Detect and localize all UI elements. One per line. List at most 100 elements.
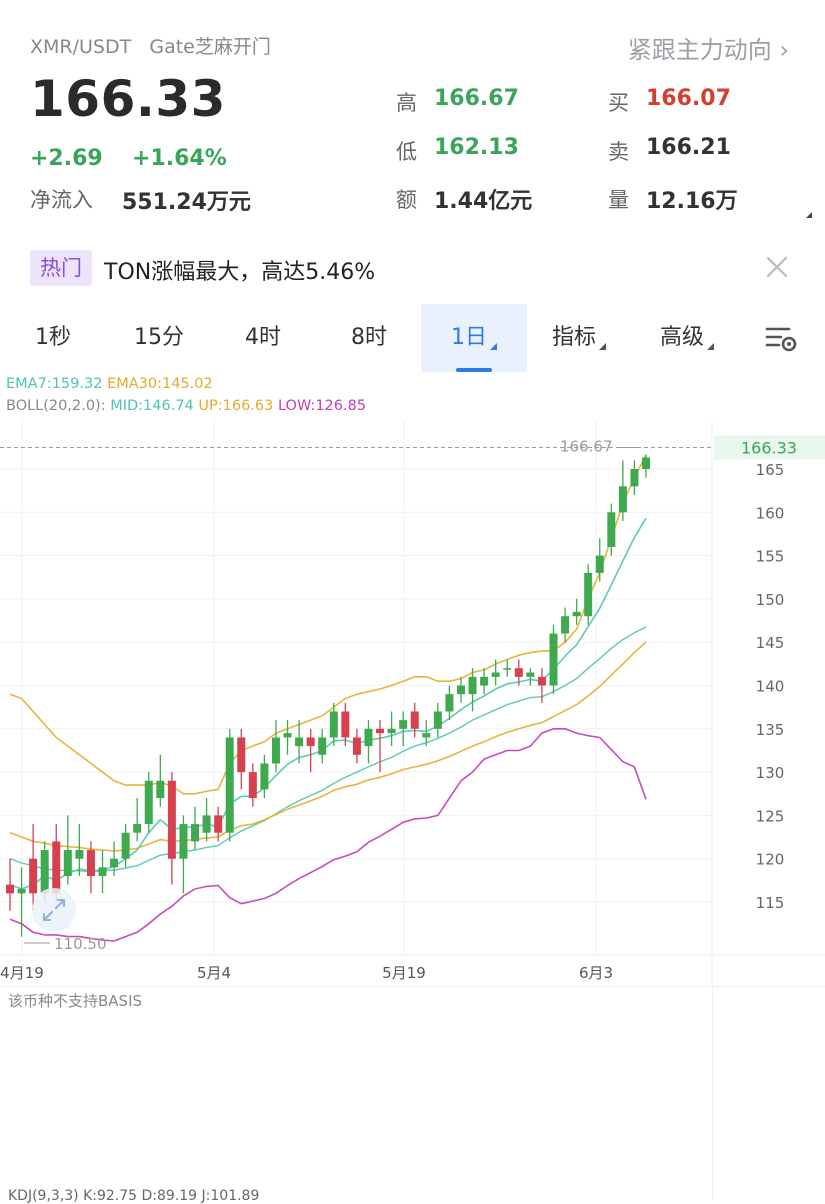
- low-label: 低: [396, 140, 417, 164]
- sell-label: 卖: [608, 140, 629, 164]
- candle-body: [642, 457, 650, 469]
- candle-body: [410, 711, 419, 729]
- basis-note: 该币种不支持BASIS: [8, 992, 143, 1010]
- x-tick-label: 4月19: [0, 964, 44, 982]
- candle-body: [318, 737, 327, 755]
- y-tick-label: 135: [756, 721, 785, 739]
- candle-body: [376, 728, 385, 734]
- tab-advanced[interactable]: 高级: [644, 304, 730, 372]
- ema7-line: [9, 517, 647, 890]
- candle-body: [352, 737, 361, 755]
- candle-body: [480, 676, 489, 686]
- volume-value: 12.16万: [646, 189, 738, 214]
- candle-body: [295, 737, 304, 747]
- chart-settings-icon[interactable]: [756, 304, 808, 372]
- ema30-line: [9, 641, 647, 852]
- last-price-tag: 166.33: [741, 438, 797, 457]
- candle-body: [468, 676, 477, 695]
- hot-tag: 热门: [30, 250, 92, 286]
- boll-low-text: LOW:126.85: [277, 398, 367, 414]
- candle-body: [156, 780, 165, 799]
- tab-8h[interactable]: 8时: [351, 325, 387, 350]
- subchart-axis-line: [712, 986, 713, 1200]
- y-tick-label: 125: [756, 807, 785, 825]
- candle-body: [86, 850, 95, 877]
- candle-body: [202, 815, 211, 833]
- candle-body: [29, 858, 38, 894]
- candle-body: [133, 824, 142, 833]
- amount-label: 额: [396, 188, 417, 212]
- candle-body: [422, 733, 431, 738]
- low-marker-label: 110.50: [54, 935, 107, 953]
- high-value: 166.67: [434, 86, 519, 111]
- active-tab-indicator: [456, 368, 492, 372]
- candle-body: [167, 780, 176, 859]
- expand-triangle-icon[interactable]: [806, 212, 812, 218]
- candle-body: [110, 858, 119, 868]
- candle-body: [179, 824, 188, 859]
- candle-body: [52, 841, 61, 894]
- y-tick-label: 130: [756, 764, 785, 782]
- boll-up-text: UP:166.63: [198, 398, 274, 414]
- candle-body: [584, 572, 593, 617]
- tab-indicators[interactable]: 指标: [536, 304, 622, 372]
- candle-body: [6, 884, 14, 894]
- candle-body: [63, 850, 72, 877]
- high-label: 高: [396, 91, 417, 115]
- tab-15m[interactable]: 15分: [134, 325, 184, 350]
- candle-body: [618, 486, 627, 513]
- tab-1d[interactable]: 1日: [421, 304, 527, 372]
- candle-body: [237, 737, 246, 773]
- net-inflow-value: 551.24万元: [122, 190, 251, 215]
- high-marker-label: 166.67: [560, 437, 613, 455]
- y-tick-label: 140: [756, 678, 785, 696]
- x-tick-label: 6月3: [579, 964, 613, 982]
- candle-body: [248, 772, 257, 799]
- candle-body: [283, 733, 292, 738]
- candle-body: [561, 616, 570, 634]
- candle-body: [503, 668, 512, 670]
- follow-whales-link[interactable]: 紧跟主力动向 ›: [627, 36, 789, 64]
- candle-body: [456, 685, 465, 695]
- hot-text[interactable]: TON涨幅最大，高达5.46%: [104, 260, 376, 285]
- volume-label: 量: [608, 188, 629, 212]
- candlestick-chart[interactable]: 165 160 155 150 145 140 135 130 125 120 115 4月19 5月4…: [0, 420, 825, 990]
- candle-body: [399, 720, 408, 729]
- candle-body: [364, 728, 373, 747]
- candle-body: [98, 867, 107, 877]
- candle-body: [595, 555, 604, 573]
- net-inflow-label: 净流入: [30, 188, 93, 212]
- candle-body: [191, 824, 200, 842]
- candle-body: [306, 737, 315, 747]
- candle-body: [341, 711, 350, 738]
- boll-mid-text: MID:146.74: [110, 398, 194, 414]
- candle-body: [514, 668, 523, 677]
- candle-body: [144, 780, 153, 825]
- subchart-divider: [0, 986, 825, 987]
- change-abs: +2.69: [30, 146, 103, 171]
- boll-mid-line: [9, 626, 647, 873]
- last-price-tag-bg: [714, 435, 825, 460]
- pair-name[interactable]: XMR/USDT Gate芝麻开门: [30, 36, 271, 58]
- candle-body: [225, 737, 234, 833]
- candle-body: [17, 889, 26, 894]
- candle-body: [537, 676, 546, 686]
- fullscreen-icon[interactable]: [32, 888, 76, 932]
- y-tick-label: 150: [756, 591, 785, 609]
- y-tick-label: 155: [756, 548, 785, 566]
- candle-body: [271, 737, 280, 764]
- tab-4h[interactable]: 4时: [245, 325, 281, 350]
- close-icon[interactable]: [764, 254, 790, 280]
- candle-body: [75, 850, 84, 859]
- candle-body: [121, 832, 130, 859]
- interval-tabs: 1秒 15分 4时 8时 1日 指标 高级: [0, 304, 825, 372]
- boll-title: BOLL(20,2.0):: [6, 398, 106, 414]
- ema-legend: EMA7:159.32 EMA30:145.02: [6, 376, 213, 392]
- y-tick-label: 120: [756, 851, 785, 869]
- boll-up-line: [9, 454, 647, 795]
- candle-body: [214, 815, 223, 833]
- ema7-text: EMA7:159.32: [6, 376, 103, 392]
- last-price: 166.33: [30, 70, 226, 128]
- candle-body: [260, 763, 269, 790]
- tab-1s[interactable]: 1秒: [35, 325, 71, 350]
